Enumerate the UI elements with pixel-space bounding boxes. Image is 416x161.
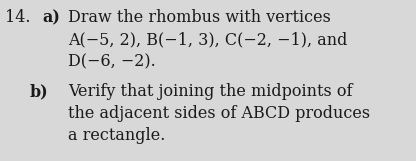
Text: 14.: 14. xyxy=(5,9,30,26)
Text: D(−6, −2).: D(−6, −2). xyxy=(68,53,156,70)
Text: A(−5, 2), B(−1, 3), C(−2, −1), and: A(−5, 2), B(−1, 3), C(−2, −1), and xyxy=(68,31,347,48)
Text: Draw the rhombus with vertices: Draw the rhombus with vertices xyxy=(68,9,331,26)
Text: a): a) xyxy=(42,9,60,26)
Text: a rectangle.: a rectangle. xyxy=(68,127,166,144)
Text: the adjacent sides of ABCD produces: the adjacent sides of ABCD produces xyxy=(68,105,370,122)
Text: Verify that joining the midpoints of: Verify that joining the midpoints of xyxy=(68,83,352,100)
Text: b): b) xyxy=(30,83,49,100)
